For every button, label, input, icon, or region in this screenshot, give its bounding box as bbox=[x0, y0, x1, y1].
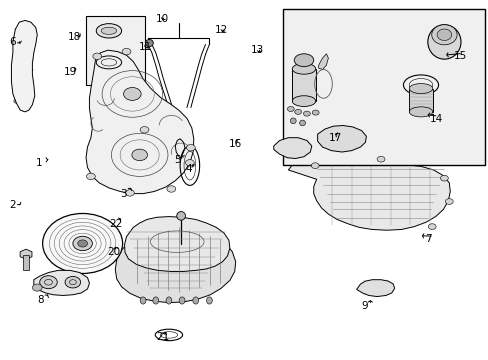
Bar bbox=[292, 69, 315, 101]
Text: 18: 18 bbox=[68, 32, 81, 41]
Text: 7: 7 bbox=[424, 234, 430, 244]
Polygon shape bbox=[11, 21, 37, 112]
Text: 4: 4 bbox=[184, 164, 191, 174]
Ellipse shape bbox=[436, 29, 451, 41]
Ellipse shape bbox=[185, 159, 194, 166]
Ellipse shape bbox=[292, 96, 315, 107]
Ellipse shape bbox=[140, 297, 146, 304]
Text: 11: 11 bbox=[139, 42, 152, 52]
Text: 20: 20 bbox=[107, 247, 120, 257]
Polygon shape bbox=[115, 222, 235, 303]
Text: 9: 9 bbox=[361, 301, 367, 311]
Text: 19: 19 bbox=[64, 67, 77, 77]
Ellipse shape bbox=[153, 297, 158, 304]
Ellipse shape bbox=[186, 144, 195, 151]
Ellipse shape bbox=[93, 53, 102, 59]
Ellipse shape bbox=[42, 213, 122, 274]
Text: 1: 1 bbox=[36, 158, 43, 168]
Text: 21: 21 bbox=[156, 332, 169, 342]
Text: 14: 14 bbox=[429, 114, 442, 124]
Text: 2: 2 bbox=[9, 200, 16, 210]
Bar bbox=[23, 255, 29, 270]
Ellipse shape bbox=[14, 99, 20, 103]
Ellipse shape bbox=[32, 284, 42, 291]
Ellipse shape bbox=[292, 63, 315, 74]
Ellipse shape bbox=[311, 163, 319, 168]
Bar bbox=[85, 16, 145, 85]
Text: 16: 16 bbox=[228, 139, 242, 149]
Ellipse shape bbox=[125, 190, 134, 196]
Ellipse shape bbox=[294, 54, 313, 67]
Ellipse shape bbox=[287, 107, 294, 112]
Ellipse shape bbox=[303, 111, 310, 116]
Ellipse shape bbox=[145, 40, 153, 46]
Text: 6: 6 bbox=[9, 37, 16, 47]
Text: 3: 3 bbox=[120, 189, 126, 199]
Polygon shape bbox=[288, 157, 449, 230]
Text: 13: 13 bbox=[250, 45, 264, 55]
Ellipse shape bbox=[132, 149, 147, 161]
Ellipse shape bbox=[104, 82, 119, 89]
Text: 8: 8 bbox=[37, 295, 44, 305]
Polygon shape bbox=[86, 50, 193, 194]
Text: 5: 5 bbox=[174, 155, 181, 165]
Text: 15: 15 bbox=[453, 51, 467, 61]
Polygon shape bbox=[356, 280, 394, 297]
Ellipse shape bbox=[28, 41, 34, 46]
Polygon shape bbox=[124, 217, 229, 271]
Polygon shape bbox=[20, 249, 32, 259]
Ellipse shape bbox=[427, 224, 435, 229]
Ellipse shape bbox=[290, 118, 296, 124]
Ellipse shape bbox=[86, 173, 95, 180]
Text: 17: 17 bbox=[328, 133, 341, 143]
Ellipse shape bbox=[65, 276, 81, 288]
Ellipse shape bbox=[123, 87, 141, 100]
Ellipse shape bbox=[206, 297, 212, 304]
Text: 12: 12 bbox=[215, 25, 228, 35]
Ellipse shape bbox=[78, 240, 87, 247]
Ellipse shape bbox=[294, 109, 301, 114]
Text: 10: 10 bbox=[156, 14, 168, 24]
Ellipse shape bbox=[122, 48, 131, 55]
Text: 22: 22 bbox=[109, 219, 122, 229]
Ellipse shape bbox=[96, 24, 122, 38]
Ellipse shape bbox=[299, 120, 305, 126]
Ellipse shape bbox=[408, 84, 432, 94]
Ellipse shape bbox=[27, 99, 33, 103]
Ellipse shape bbox=[140, 127, 149, 133]
Polygon shape bbox=[318, 54, 328, 69]
Bar bbox=[408, 89, 432, 112]
Ellipse shape bbox=[179, 297, 184, 304]
Ellipse shape bbox=[376, 156, 384, 162]
Polygon shape bbox=[273, 138, 311, 158]
Ellipse shape bbox=[40, 276, 57, 289]
Ellipse shape bbox=[165, 297, 171, 304]
Ellipse shape bbox=[312, 110, 319, 115]
Ellipse shape bbox=[427, 25, 460, 59]
Ellipse shape bbox=[73, 236, 92, 251]
Bar bbox=[283, 9, 485, 165]
Ellipse shape bbox=[16, 41, 22, 46]
Ellipse shape bbox=[445, 199, 452, 204]
Polygon shape bbox=[34, 270, 89, 296]
Ellipse shape bbox=[408, 107, 432, 117]
Ellipse shape bbox=[166, 186, 175, 192]
Ellipse shape bbox=[440, 175, 447, 181]
Ellipse shape bbox=[431, 25, 456, 45]
Ellipse shape bbox=[101, 27, 117, 35]
Ellipse shape bbox=[99, 79, 124, 92]
Polygon shape bbox=[317, 126, 366, 152]
Ellipse shape bbox=[192, 297, 198, 304]
Ellipse shape bbox=[176, 212, 185, 220]
